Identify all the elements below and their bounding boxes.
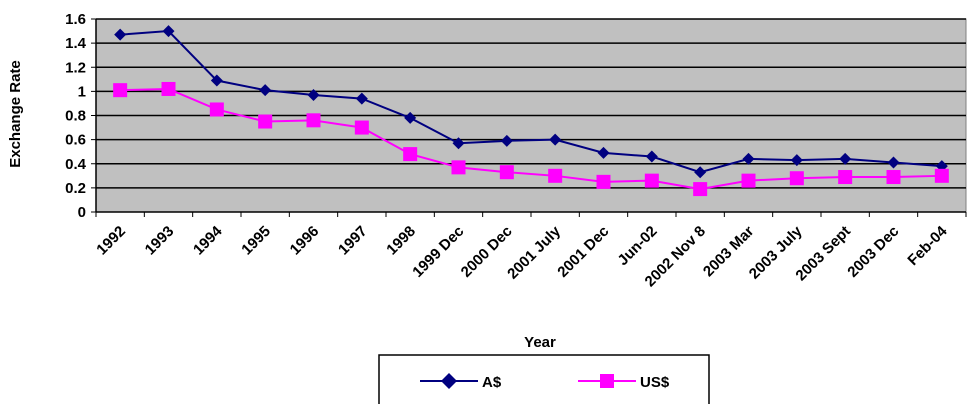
series-line-us-dollar [120,87,942,191]
us-dollar-point [693,182,708,197]
x-tick-label: Feb-04 [904,222,951,269]
us-dollar-point [644,173,659,188]
legend-us-dollar-label: US$ [640,374,670,391]
us-dollar-point [209,102,224,117]
x-tick-label: 1995 [238,223,274,259]
a-dollar-point [694,166,707,179]
a-dollar-point [114,28,127,41]
series-lines [113,25,949,197]
x-tick-label: 1999 Dec [409,223,467,281]
y-tick-label: 0.2 [65,180,86,197]
x-tick-label: 1997 [335,223,371,259]
legend-a-dollar-marker [441,373,457,389]
a-dollar-point [887,156,900,169]
x-tick-label: 2003 Dec [844,223,902,281]
a-dollar-point [307,88,320,101]
a-dollar-point [742,152,755,165]
us-dollar-point [258,114,273,129]
us-dollar-point [548,168,563,183]
us-dollar-point [789,171,804,186]
x-tick-label: Jun-02 [614,223,660,269]
a-dollar-point [210,74,223,87]
y-tick-label: 0.8 [65,108,86,125]
a-dollar-point [597,146,610,159]
a-dollar-point [404,111,417,124]
a-dollar-point [162,25,175,38]
us-dollar-point [161,81,176,96]
a-dollar-point [355,92,368,105]
us-dollar-point [838,170,853,185]
y-tick-label: 0.4 [65,156,87,173]
us-dollar-point [451,160,466,175]
a-dollar-point [839,152,852,165]
y-tick-label: 1.2 [65,59,86,76]
y-tick-label: 0.6 [65,132,86,149]
a-dollar-point [645,150,658,163]
series-line-a-dollar [120,30,942,174]
x-axis-title: Year [524,334,556,351]
x-tick-label: 2001 Dec [554,223,612,281]
y-axis-title: Exchange Rate [7,60,24,168]
legend-box [378,354,710,404]
us-dollar-point [886,170,901,185]
us-dollar-point [403,147,418,162]
a-dollar-point [790,154,803,167]
x-tick-label: 2001 July [504,222,564,282]
us-dollar-point [934,168,949,183]
y-tick-label: 1.6 [65,11,86,28]
a-dollar-point [452,137,465,150]
us-dollar-point [741,173,756,188]
us-dollar-point [596,174,611,189]
x-tick-label: 1996 [287,223,323,259]
us-dollar-point [113,83,128,98]
us-dollar-point [499,165,514,180]
y-tick-label: 0 [78,204,86,221]
us-dollar-point [306,113,321,128]
a-dollar-point [259,84,272,97]
y-axis-ticks: 0 0.2 0.4 0.6 0.8 1 1.2 1.4 1.6 [65,11,96,221]
a-dollar-point [500,134,513,147]
x-tick-label: 1993 [142,223,178,259]
y-tick-label: 1.4 [65,35,87,52]
a-dollar-point [549,133,562,146]
legend: A$ US$ [378,354,710,404]
plot-area [95,18,967,213]
legend-us-dollar-marker [600,374,614,388]
us-dollar-point [354,120,369,135]
x-tick-label: 1998 [383,223,419,259]
legend-a-dollar-label: A$ [482,374,502,391]
x-tick-label: 1994 [190,222,226,258]
y-tick-label: 1 [78,83,86,100]
x-tick-label: 1992 [93,223,129,259]
